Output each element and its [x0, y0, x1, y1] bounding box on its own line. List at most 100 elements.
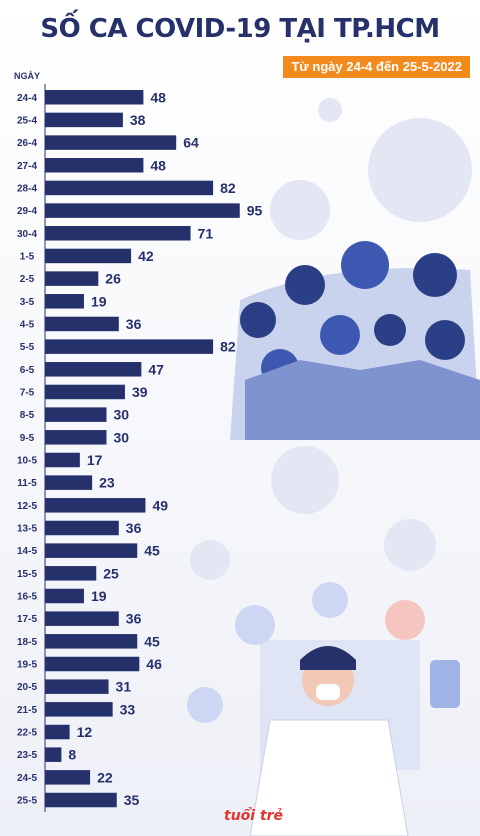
bar: [45, 430, 107, 445]
data-label: 8: [68, 747, 76, 763]
bar: [45, 316, 119, 332]
bar: [45, 543, 138, 558]
doctor-illustration: [187, 582, 460, 836]
bar: [45, 384, 125, 400]
bar: [45, 702, 113, 717]
bar: [45, 747, 62, 762]
tick-label: 19-5: [17, 660, 37, 671]
bar: [45, 407, 107, 422]
data-label: 19: [91, 588, 107, 604]
axis-label: NGÀY: [14, 71, 40, 81]
data-label: 42: [138, 248, 154, 264]
bar: [45, 770, 91, 785]
bar: [45, 90, 144, 105]
bar: [45, 520, 119, 536]
data-label: 17: [87, 452, 103, 468]
tick-label: 17-5: [17, 614, 37, 625]
data-label: 35: [124, 792, 140, 808]
data-label: 38: [130, 112, 146, 128]
tick-label: 23-5: [17, 750, 37, 761]
tick-label: 3-5: [20, 297, 35, 308]
bar: [45, 475, 93, 490]
tick-label: 13-5: [17, 523, 37, 534]
tick-label: 12-5: [17, 501, 37, 512]
bar: [45, 226, 191, 241]
virus-icon: [190, 98, 472, 580]
tick-label: 27-4: [17, 161, 37, 172]
tick-label: 16-5: [17, 591, 37, 602]
data-label: 26: [105, 271, 121, 287]
bar: [45, 588, 84, 604]
tick-label: 28-4: [17, 183, 37, 194]
bar: [45, 180, 214, 196]
data-label: 82: [220, 180, 236, 196]
tick-label: 10-5: [17, 455, 37, 466]
bar: [45, 634, 138, 649]
data-label: 39: [132, 384, 148, 400]
tick-label: 25-4: [17, 115, 37, 126]
tick-label: 5-5: [20, 342, 35, 353]
tick-label: 8-5: [20, 410, 35, 421]
data-label: 47: [148, 361, 164, 377]
bar: [45, 362, 142, 377]
data-label: 49: [152, 497, 168, 513]
tick-label: 18-5: [17, 637, 37, 648]
data-label: 30: [114, 407, 130, 423]
tick-label: 25-5: [17, 796, 37, 807]
tick-label: 29-4: [17, 206, 37, 217]
bar: [45, 135, 177, 150]
data-label: 36: [126, 611, 142, 627]
data-label: 31: [116, 679, 132, 695]
bar: [45, 203, 240, 218]
people-illustration: [230, 241, 480, 440]
tick-label: 26-4: [17, 138, 37, 149]
bar: [45, 339, 214, 354]
data-label: 95: [247, 203, 263, 219]
tick-label: 9-5: [20, 433, 35, 444]
bar: [45, 271, 99, 286]
data-label: 48: [150, 89, 166, 105]
tick-label: 14-5: [17, 546, 37, 557]
data-label: 71: [198, 225, 214, 241]
tick-label: 24-4: [17, 93, 37, 104]
data-label: 19: [91, 293, 107, 309]
bar: [45, 566, 97, 581]
data-label: 82: [220, 339, 236, 355]
tick-label: 6-5: [20, 365, 35, 376]
data-label: 45: [144, 633, 160, 649]
date-range-badge: Từ ngày 24-4 đến 25-5-2022: [283, 56, 470, 78]
data-label: 45: [144, 543, 160, 559]
data-label: 64: [183, 135, 199, 151]
data-label: 22: [97, 769, 113, 785]
tick-label: 30-4: [17, 229, 37, 240]
publisher-logo: tuổi trẻ: [224, 808, 284, 824]
bar: [45, 294, 84, 309]
data-label: 36: [126, 520, 142, 536]
data-label: 30: [114, 429, 130, 445]
tick-label: 4-5: [20, 319, 35, 330]
bar: [45, 724, 70, 740]
tick-label: 11-5: [17, 478, 37, 489]
bar: [45, 158, 144, 173]
data-label: 25: [103, 565, 119, 581]
data-label: 23: [99, 475, 115, 491]
data-label: 12: [77, 724, 93, 740]
data-label: 36: [126, 316, 142, 332]
tick-label: 2-5: [20, 274, 35, 285]
tick-label: 22-5: [17, 728, 37, 739]
bar: [45, 611, 119, 626]
tick-label: 24-5: [17, 773, 37, 784]
tick-label: 7-5: [20, 387, 35, 398]
data-label: 33: [120, 701, 136, 717]
data-label: 46: [146, 656, 162, 672]
data-label: 48: [150, 157, 166, 173]
bar: [45, 498, 146, 513]
tick-label: 1-5: [20, 251, 35, 262]
bar: [45, 452, 80, 468]
bar: [45, 792, 117, 808]
tick-label: 20-5: [17, 682, 37, 693]
bar: [45, 248, 132, 264]
tick-label: 15-5: [17, 569, 37, 580]
